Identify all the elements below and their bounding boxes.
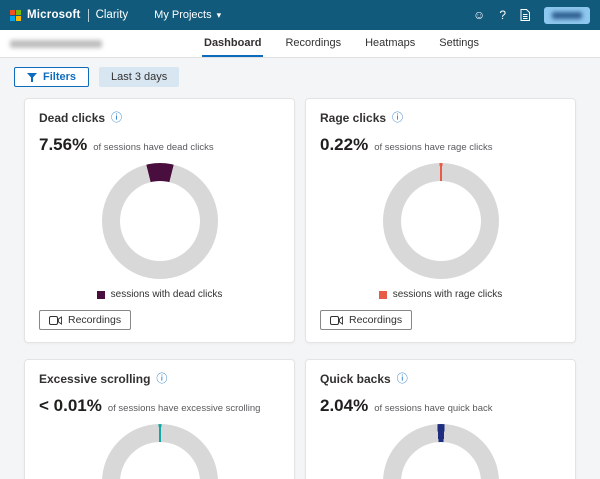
card-rage-clicks: Rage clicks ⓘ 0.22% of sessions have rag… (305, 98, 576, 343)
legend-swatch (378, 290, 387, 299)
filters-label: Filters (43, 71, 77, 83)
info-icon[interactable]: ⓘ (392, 111, 404, 124)
excessive-scrolling-donut-chart (101, 424, 218, 479)
info-icon[interactable]: ⓘ (396, 372, 408, 385)
video-camera-icon (49, 315, 62, 325)
rage-clicks-donut-chart (382, 163, 499, 279)
microsoft-logo-icon (10, 9, 21, 21)
info-icon[interactable]: ⓘ (156, 372, 168, 385)
recordings-button[interactable]: Recordings (39, 310, 132, 330)
brand-clarity: Clarity (95, 9, 129, 21)
nav-tabs: Dashboard Recordings Heatmaps Settings (202, 30, 481, 57)
card-title: Quick backs (320, 372, 391, 386)
metric-value: 2.04% (320, 396, 369, 415)
account-button[interactable] (544, 6, 590, 24)
quick-backs-donut-chart (382, 424, 499, 479)
recordings-button-label: Recordings (68, 314, 122, 326)
metric-caption: of sessions have excessive scrolling (107, 403, 261, 414)
metric-caption: of sessions have rage clicks (374, 142, 493, 153)
metric-value: 0.22% (320, 135, 369, 154)
filters-button[interactable]: Filters (14, 67, 90, 87)
card-title: Dead clicks (39, 111, 106, 125)
metrics-grid: Dead clicks ⓘ 7.56% of sessions have dea… (0, 88, 600, 479)
legend-swatch (96, 290, 105, 299)
dead-clicks-donut-chart (101, 163, 218, 279)
account-name-redacted (552, 11, 582, 19)
date-range-chip[interactable]: Last 3 days (99, 67, 180, 87)
card-excessive-scrolling: Excessive scrolling ⓘ < 0.01% of session… (24, 359, 295, 479)
legend-label: sessions with dead clicks (110, 289, 223, 300)
tab-settings[interactable]: Settings (439, 36, 479, 49)
recordings-button-label: Recordings (349, 314, 403, 326)
release-notes-icon[interactable] (520, 9, 530, 21)
my-projects-label: My Projects (154, 9, 212, 21)
project-nav: Dashboard Recordings Heatmaps Settings (0, 30, 600, 58)
tab-recordings[interactable]: Recordings (285, 36, 342, 49)
info-icon[interactable]: ⓘ (111, 111, 123, 124)
app-header: Microsoft Clarity My Projects ▾ ☺ ? (0, 0, 600, 30)
card-quick-backs: Quick backs ⓘ 2.04% of sessions have qui… (305, 359, 576, 479)
video-camera-icon (330, 315, 343, 325)
card-title: Rage clicks (320, 111, 387, 125)
legend-label: sessions with rage clicks (392, 289, 503, 300)
brand-separator (87, 8, 89, 22)
help-icon[interactable]: ? (499, 8, 506, 22)
card-title: Excessive scrolling (39, 372, 151, 386)
brand-microsoft: Microsoft (27, 9, 81, 21)
project-name-redacted (10, 39, 102, 48)
filter-toolbar: Filters Last 3 days (0, 58, 600, 88)
card-dead-clicks: Dead clicks ⓘ 7.56% of sessions have dea… (24, 98, 295, 343)
tab-dashboard[interactable]: Dashboard (202, 30, 264, 57)
funnel-icon (27, 72, 37, 82)
my-projects-menu[interactable]: My Projects ▾ (154, 9, 221, 21)
metric-caption: of sessions have quick back (374, 403, 493, 414)
recordings-button[interactable]: Recordings (320, 310, 413, 330)
chevron-down-icon: ▾ (216, 9, 222, 20)
metric-value: < 0.01% (39, 396, 102, 415)
metric-caption: of sessions have dead clicks (93, 142, 214, 153)
tab-heatmaps[interactable]: Heatmaps (365, 36, 416, 49)
metric-value: 7.56% (39, 135, 88, 154)
feedback-smiley-icon[interactable]: ☺ (473, 8, 486, 22)
